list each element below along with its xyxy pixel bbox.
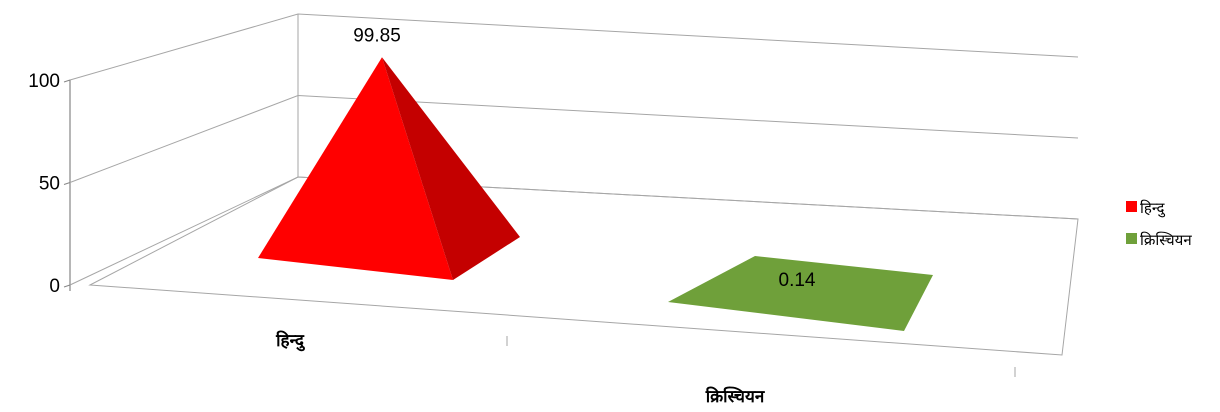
data-label-christian: 0.14: [779, 270, 816, 291]
tick-mark: [63, 284, 71, 288]
pyramid-hindu-front: [258, 57, 453, 281]
gridline: [69, 94, 1079, 183]
y-tick-label: 50: [39, 174, 60, 195]
x-category-label: हिन्दु: [275, 330, 306, 352]
gridline: [69, 176, 1079, 286]
legend-swatch: [1126, 201, 1137, 212]
x-category-label: क्रिस्चियन: [705, 386, 765, 406]
gridlines: [69, 13, 1079, 286]
y-tick-label: 0: [49, 276, 60, 297]
legend-swatch: [1126, 233, 1137, 244]
pyramid-christian-base: [668, 256, 933, 331]
y-tick-label: 100: [28, 71, 60, 92]
y-axis-ticks: 0 50 100: [28, 71, 1016, 377]
chart-walls: [69, 14, 1079, 356]
tick-mark: [63, 79, 71, 83]
pyramid-hindu-side: [382, 57, 520, 281]
legend-label: क्रिस्चियन: [1140, 231, 1192, 249]
data-label-hindu: 99.85: [353, 25, 401, 46]
gridline: [69, 13, 1079, 81]
tick-mark: [63, 182, 71, 185]
legend: हिन्दु क्रिस्चियन: [1126, 199, 1192, 249]
floor-outline: [88, 176, 1079, 356]
chart-labels: 99.85 हिन्दु 0.14 क्रिस्चियन: [275, 25, 816, 406]
chart-marks: [258, 57, 933, 331]
legend-label: हिन्दु: [1140, 199, 1165, 218]
